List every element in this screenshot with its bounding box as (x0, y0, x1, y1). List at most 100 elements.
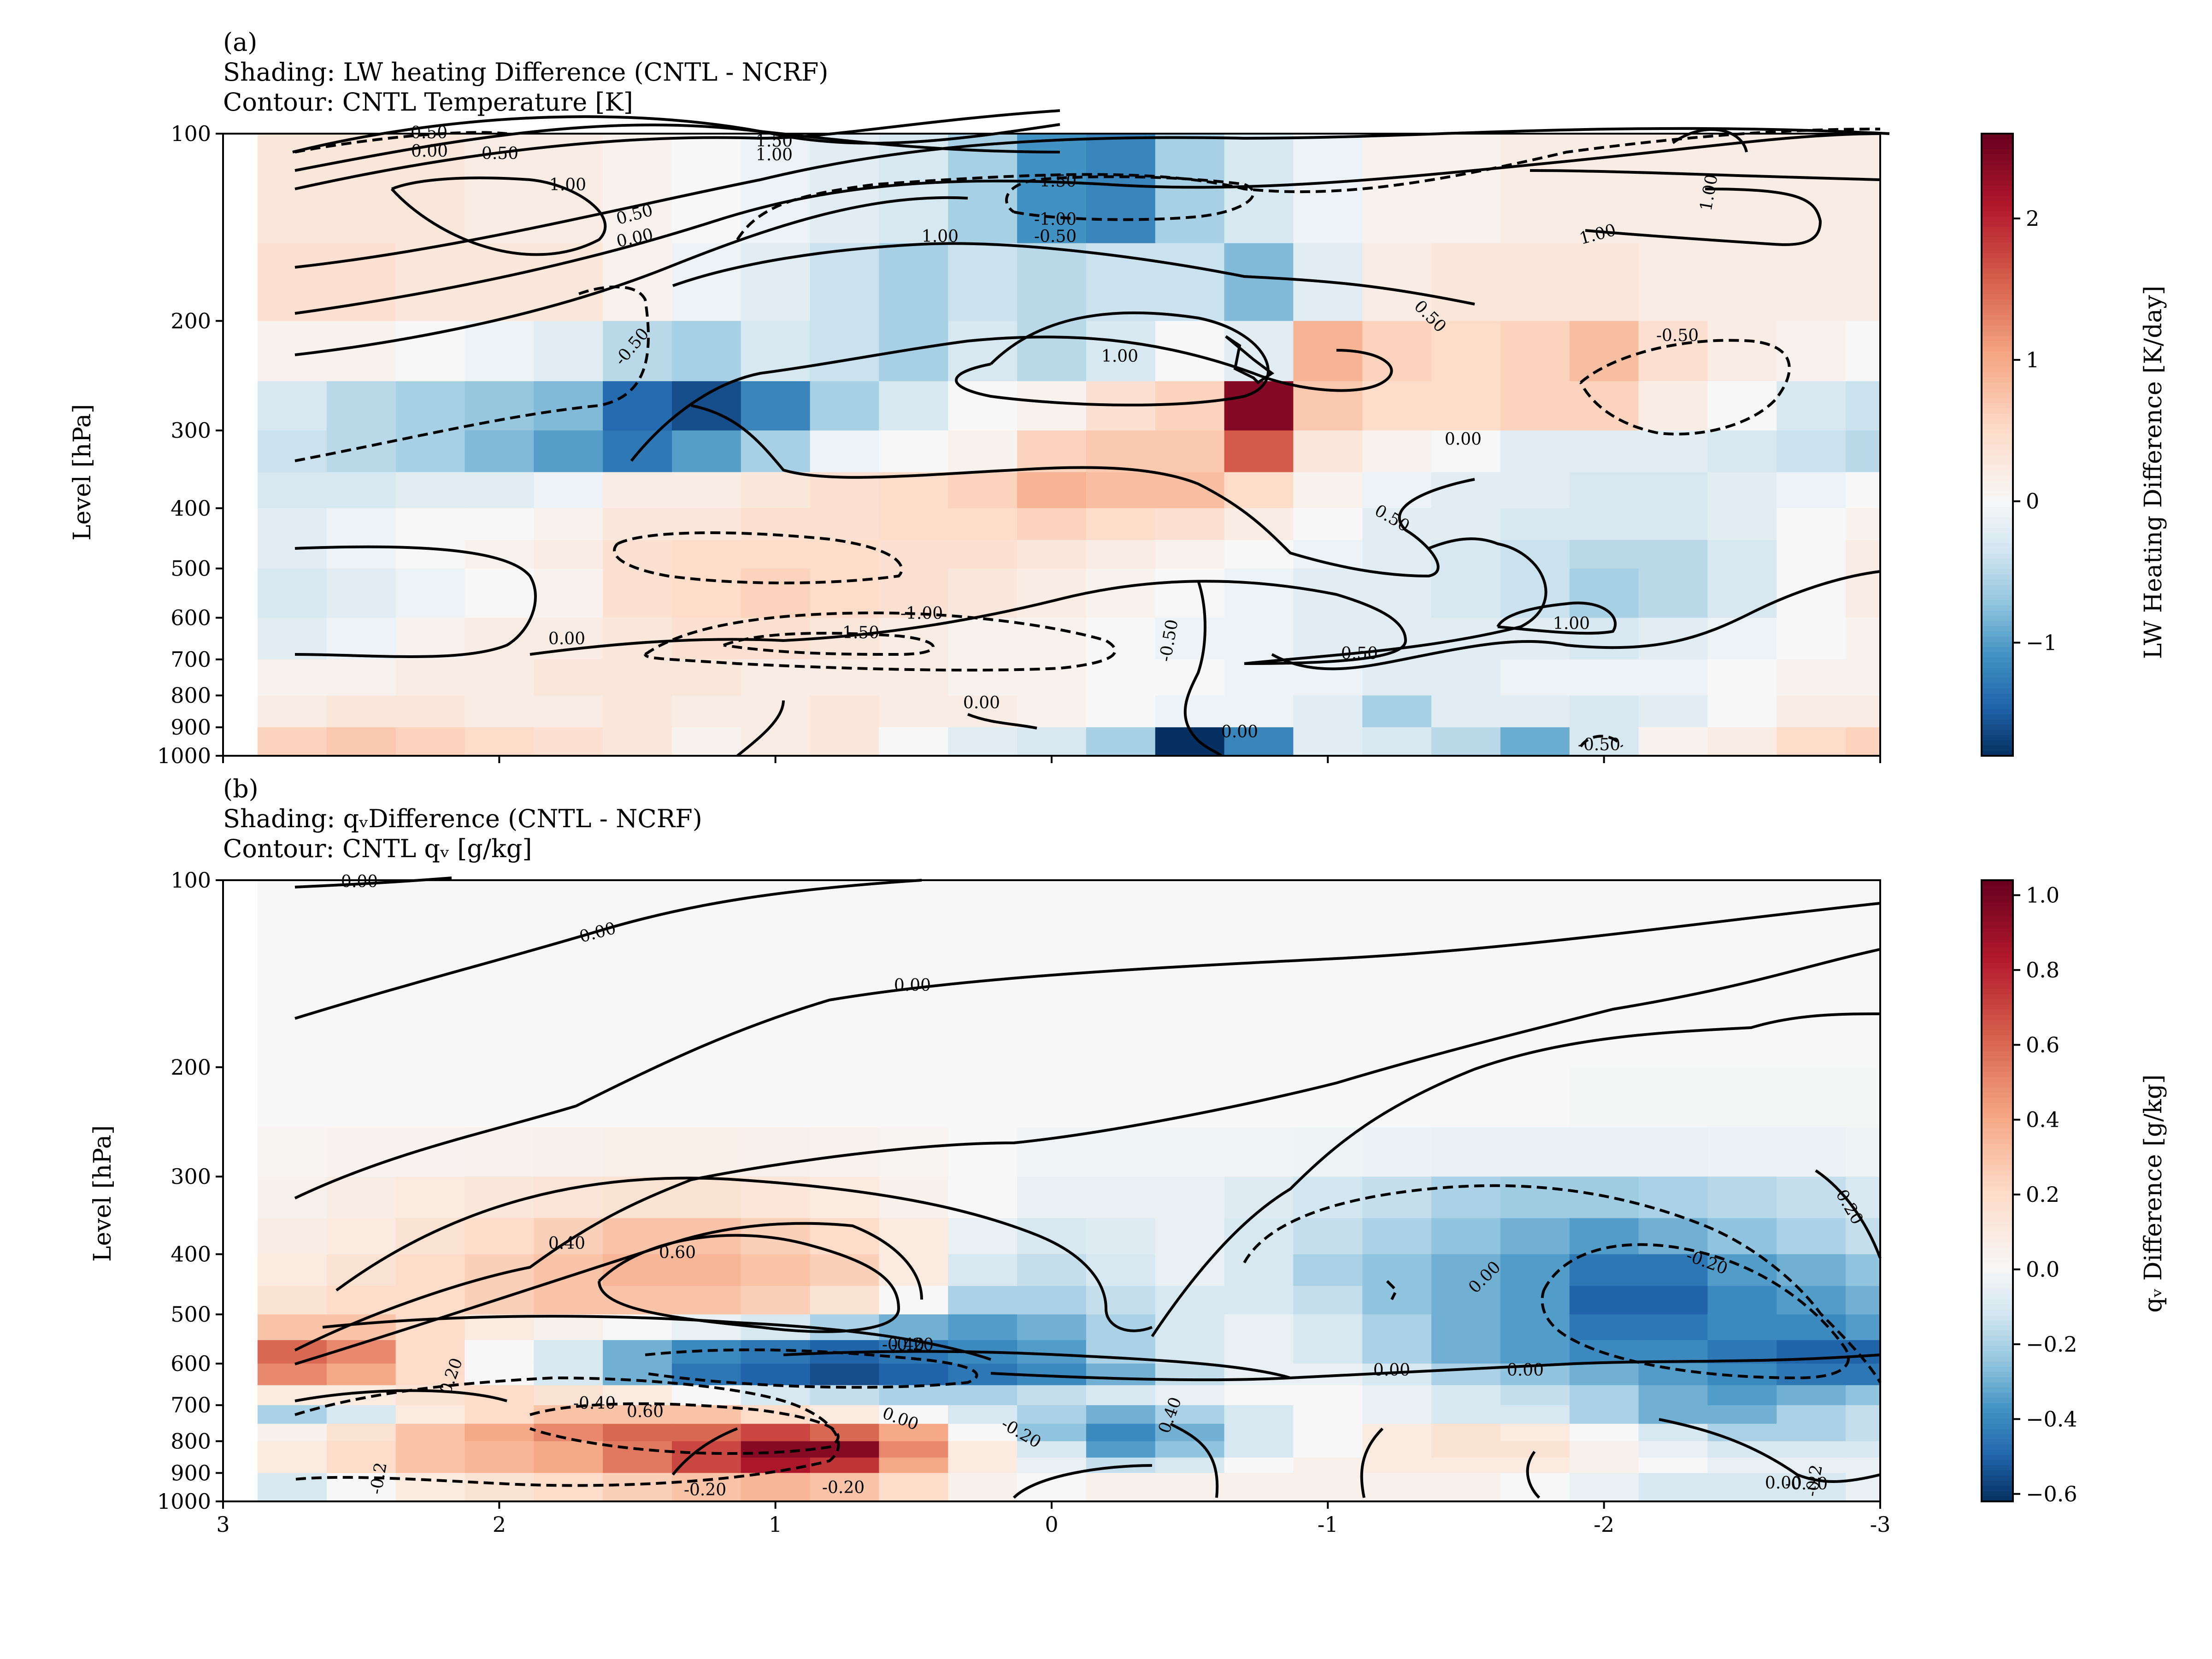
colorbar-segment (1982, 750, 2013, 756)
shading-cell (326, 989, 396, 1068)
colorbar-segment (1982, 1403, 2013, 1409)
colorbar-segment (1982, 652, 2013, 658)
colorbar-segment (1982, 512, 2013, 518)
shading-cell (534, 1218, 603, 1255)
colorbar-segment (1982, 1496, 2013, 1502)
shading-cell (810, 1424, 879, 1441)
colorbar-segment (1982, 1061, 2013, 1067)
shading-cell (1431, 243, 1501, 321)
shading-cell (810, 695, 879, 728)
colorbar-segment (1982, 595, 2013, 601)
shading-cell (603, 381, 672, 431)
shading-cell (1293, 727, 1363, 756)
shading-cell (1431, 1067, 1501, 1128)
shading-cell (603, 1218, 672, 1255)
colorbar-segment (1982, 159, 2013, 165)
shading-cell (1638, 472, 1708, 509)
shading-cell (810, 243, 879, 321)
shading-cell (1017, 1286, 1087, 1315)
shading-cell (465, 1457, 534, 1473)
colorbar-segment (1982, 455, 2013, 461)
temperature-contour (1530, 169, 1881, 181)
colorbar-segment (1982, 1077, 2013, 1082)
shading-cell (1155, 1314, 1225, 1341)
shading-cell (1155, 1385, 1225, 1406)
shading-cell (1431, 1457, 1501, 1473)
colorbar-segment (1982, 616, 2013, 622)
shading-cell (671, 508, 741, 541)
shading-cell (1500, 659, 1570, 696)
shading-cell (1362, 1457, 1432, 1473)
colorbar-segment (1982, 533, 2013, 539)
colorbar-segment (1982, 227, 2013, 233)
shading-cell (1707, 321, 1777, 382)
shading-cell (1224, 989, 1294, 1068)
temperature-contour (967, 713, 1037, 729)
colorbar-tick-label: −1 (2026, 630, 2057, 655)
shading-cell (257, 1424, 327, 1441)
colorbar-segment (1982, 988, 2013, 994)
colorbar-segment (1982, 154, 2013, 160)
shading-cell (1569, 1218, 1639, 1255)
colorbar-segment (1982, 968, 2013, 974)
shading-cell (1707, 1286, 1777, 1315)
shading-cell (1638, 568, 1708, 618)
shading-cell (1086, 1405, 1156, 1424)
shading-cell (1293, 880, 1363, 990)
colorbar-segment (1982, 1439, 2013, 1445)
colorbar-frame (1981, 879, 2014, 1502)
shading-cell (1777, 989, 1846, 1068)
colorbar-segment (1982, 1113, 2013, 1119)
shading-cell (1017, 1405, 1087, 1424)
shading-cell (257, 430, 327, 473)
shading-cell (1086, 659, 1156, 696)
shading-cell (465, 1314, 534, 1341)
shading-cell (1500, 430, 1570, 473)
contour-label: 0.00 (411, 142, 448, 161)
colorbar-segment (1982, 300, 2013, 306)
shading-cell (257, 695, 327, 728)
colorbar-segment (1982, 294, 2013, 300)
colorbar-segment (1982, 1408, 2013, 1414)
shading-cell (1017, 1218, 1087, 1255)
shading-cell (1707, 472, 1777, 509)
shading-cell (1777, 618, 1846, 660)
colorbar-tick-label: 0.4 (2026, 1107, 2059, 1132)
colorbar-segment (1982, 1051, 2013, 1057)
y-tick-label: 400 (171, 496, 211, 521)
shading-cell (1017, 1314, 1087, 1341)
shading-cell (1362, 540, 1432, 569)
shading-cell (534, 1340, 603, 1364)
shading-cell (741, 1363, 811, 1386)
shading-cell (465, 695, 534, 728)
shading-cell (1777, 1177, 1846, 1218)
shading-cell (465, 472, 534, 509)
qv-dashed-contour (1386, 1280, 1398, 1300)
colorbar-segment (1982, 165, 2013, 171)
temperature-contour (294, 545, 537, 658)
shading-cell (879, 989, 948, 1068)
shading-cell (603, 1177, 672, 1218)
y-tick-label: 600 (171, 1351, 211, 1376)
colorbar-segment (1982, 1015, 2013, 1021)
shading-cell (1500, 1218, 1570, 1255)
shading-cell (326, 540, 396, 569)
temperature-contour (691, 404, 1475, 578)
shading-cell (326, 1177, 396, 1218)
colorbar-segment (1982, 1460, 2013, 1466)
shading-cell (1086, 727, 1156, 756)
shading-cell (1086, 1363, 1156, 1386)
colorbar-segment (1982, 1253, 2013, 1259)
shading-cell (395, 472, 465, 509)
y-tick-label: 300 (171, 1164, 211, 1189)
shading-cell (948, 1314, 1018, 1341)
temperature-contour (1496, 601, 1617, 635)
colorbar-segment (1982, 1222, 2013, 1228)
contour-label: -0.50 (1034, 227, 1077, 246)
shading-cell (1155, 1127, 1225, 1177)
shading-cell (1362, 1218, 1432, 1255)
shading-cell (395, 1286, 465, 1315)
shading-cell (810, 321, 879, 382)
qv-contour (335, 1177, 1153, 1332)
shading-cell (1846, 1254, 1881, 1287)
